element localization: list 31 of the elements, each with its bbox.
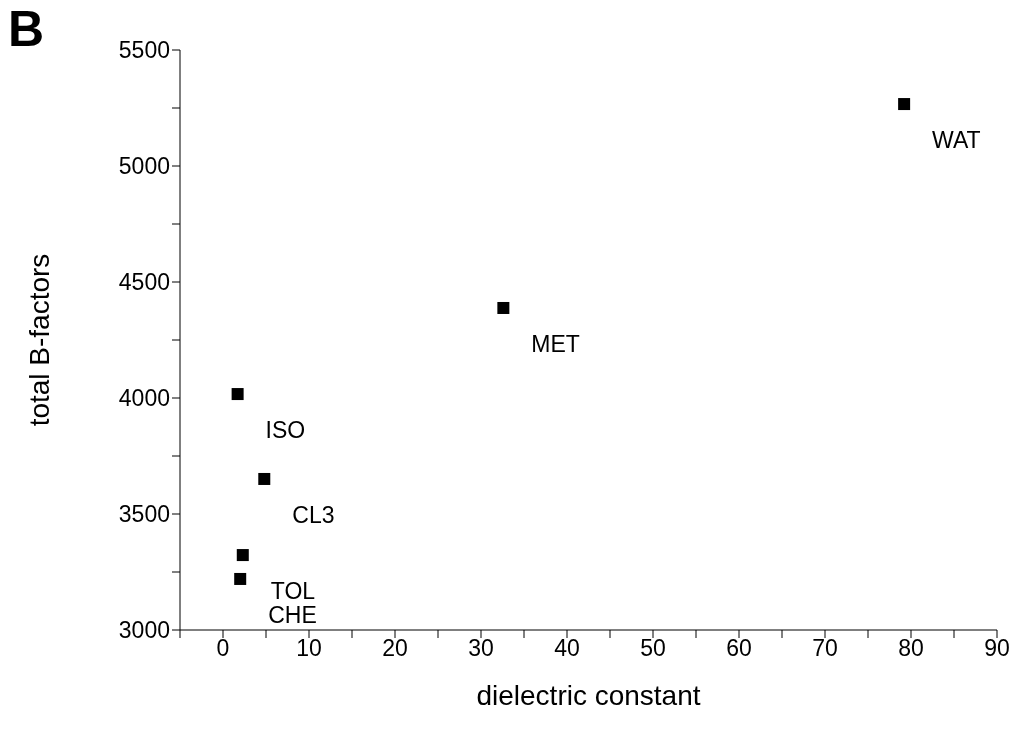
y-tick-label: 4000 <box>118 385 170 412</box>
x-axis-title: dielectric constant <box>475 680 702 712</box>
annotation: WAT <box>932 127 981 154</box>
x-tick-label: 40 <box>554 635 580 662</box>
x-tick-label: 90 <box>984 635 1010 662</box>
y-tick-label: 5500 <box>118 37 170 64</box>
annotation: ISO <box>265 417 306 444</box>
chart-title: B <box>8 0 45 58</box>
x-tick-label: 20 <box>382 635 408 662</box>
point <box>898 98 911 111</box>
annotation: TOL <box>270 578 316 605</box>
x-tick-label: 0 <box>216 635 230 662</box>
x-tick-label: 50 <box>640 635 666 662</box>
annotation: CL3 <box>292 502 335 529</box>
y-tick-label: 5000 <box>118 153 170 180</box>
y-tick-label: 3000 <box>118 617 170 644</box>
x-tick-label: 60 <box>726 635 752 662</box>
y-tick-label: 3500 <box>118 501 170 528</box>
x-tick-label: 30 <box>468 635 494 662</box>
x-tick-label: 70 <box>812 635 838 662</box>
point <box>236 549 249 562</box>
point <box>234 572 247 585</box>
y-axis-title: total B-factors <box>24 253 56 427</box>
x-tick-label: 10 <box>296 635 322 662</box>
annotation: CHE <box>268 602 317 629</box>
point <box>231 388 244 401</box>
point <box>258 472 271 485</box>
x-tick-label: 80 <box>898 635 924 662</box>
annotation: MET <box>531 331 580 358</box>
point <box>497 301 510 314</box>
y-tick-label: 4500 <box>118 269 170 296</box>
